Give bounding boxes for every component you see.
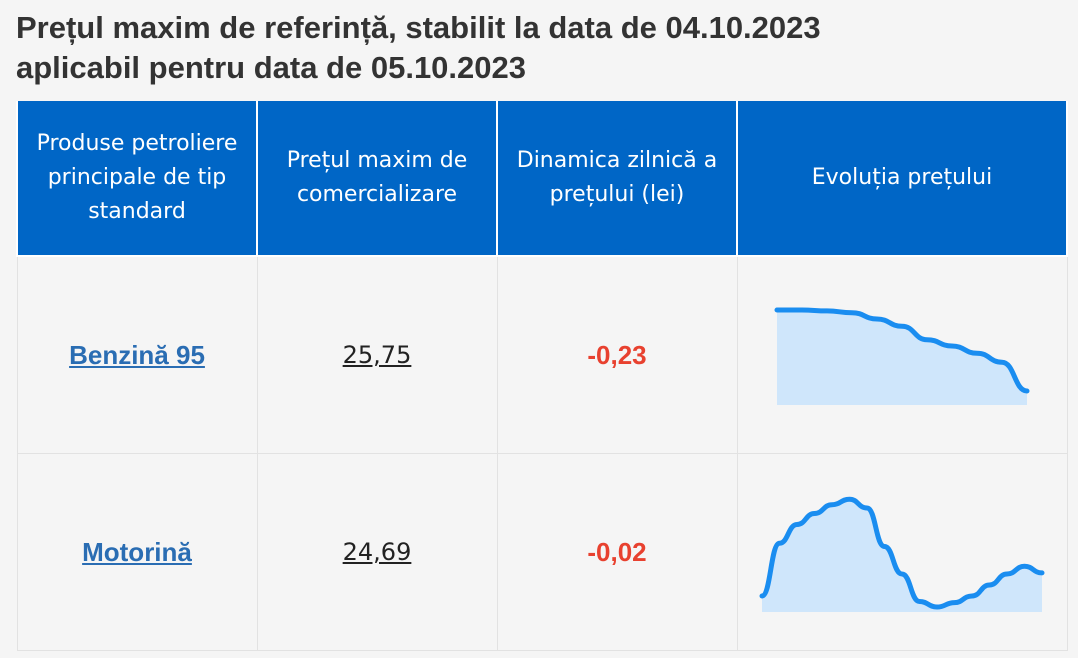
price-value[interactable]: 25,75 bbox=[342, 341, 412, 369]
product-link-benzina-95[interactable]: Benzină 95 bbox=[69, 339, 205, 370]
column-header-evolution: Evoluția prețului bbox=[736, 101, 1068, 257]
change-cell: -0,02 bbox=[496, 453, 738, 651]
table-row: Benzină 95 25,75 -0,23 bbox=[16, 255, 1068, 454]
product-link-motorina[interactable]: Motorină bbox=[82, 536, 192, 567]
title-line-2: aplicabil pentru data de 05.10.2023 bbox=[16, 50, 527, 85]
sparkline-line bbox=[759, 496, 1045, 610]
price-table: Produse petroliere principale de tip sta… bbox=[16, 101, 1068, 651]
change-cell: -0,23 bbox=[496, 255, 738, 454]
sparkline-area bbox=[777, 310, 1027, 405]
column-header-change: Dinamica zilnică a prețului (lei) bbox=[496, 101, 738, 257]
table-header-row: Produse petroliere principale de tip sta… bbox=[16, 101, 1068, 257]
daily-change-value: -0,23 bbox=[587, 339, 647, 370]
price-cell: 24,69 bbox=[256, 453, 498, 651]
sparkline-area bbox=[762, 499, 1042, 612]
price-cell: 25,75 bbox=[256, 255, 498, 454]
product-cell: Motorină bbox=[16, 453, 258, 651]
price-value[interactable]: 24,69 bbox=[342, 538, 412, 566]
product-cell: Benzină 95 bbox=[16, 255, 258, 454]
page-title: Prețul maxim de referință, stabilit la d… bbox=[16, 8, 1066, 88]
daily-change-value: -0,02 bbox=[587, 536, 647, 567]
column-header-product: Produse petroliere principale de tip sta… bbox=[16, 101, 258, 257]
column-header-price: Prețul maxim de comercializare bbox=[256, 101, 498, 257]
title-line-1: Prețul maxim de referință, stabilit la d… bbox=[16, 10, 821, 45]
evolution-cell bbox=[736, 255, 1068, 454]
table-row: Motorină 24,69 -0,02 bbox=[16, 453, 1068, 651]
sparkline-line bbox=[774, 307, 1030, 394]
price-trend-sparkline bbox=[759, 496, 1045, 612]
evolution-cell bbox=[736, 453, 1068, 651]
price-trend-sparkline bbox=[774, 307, 1030, 405]
